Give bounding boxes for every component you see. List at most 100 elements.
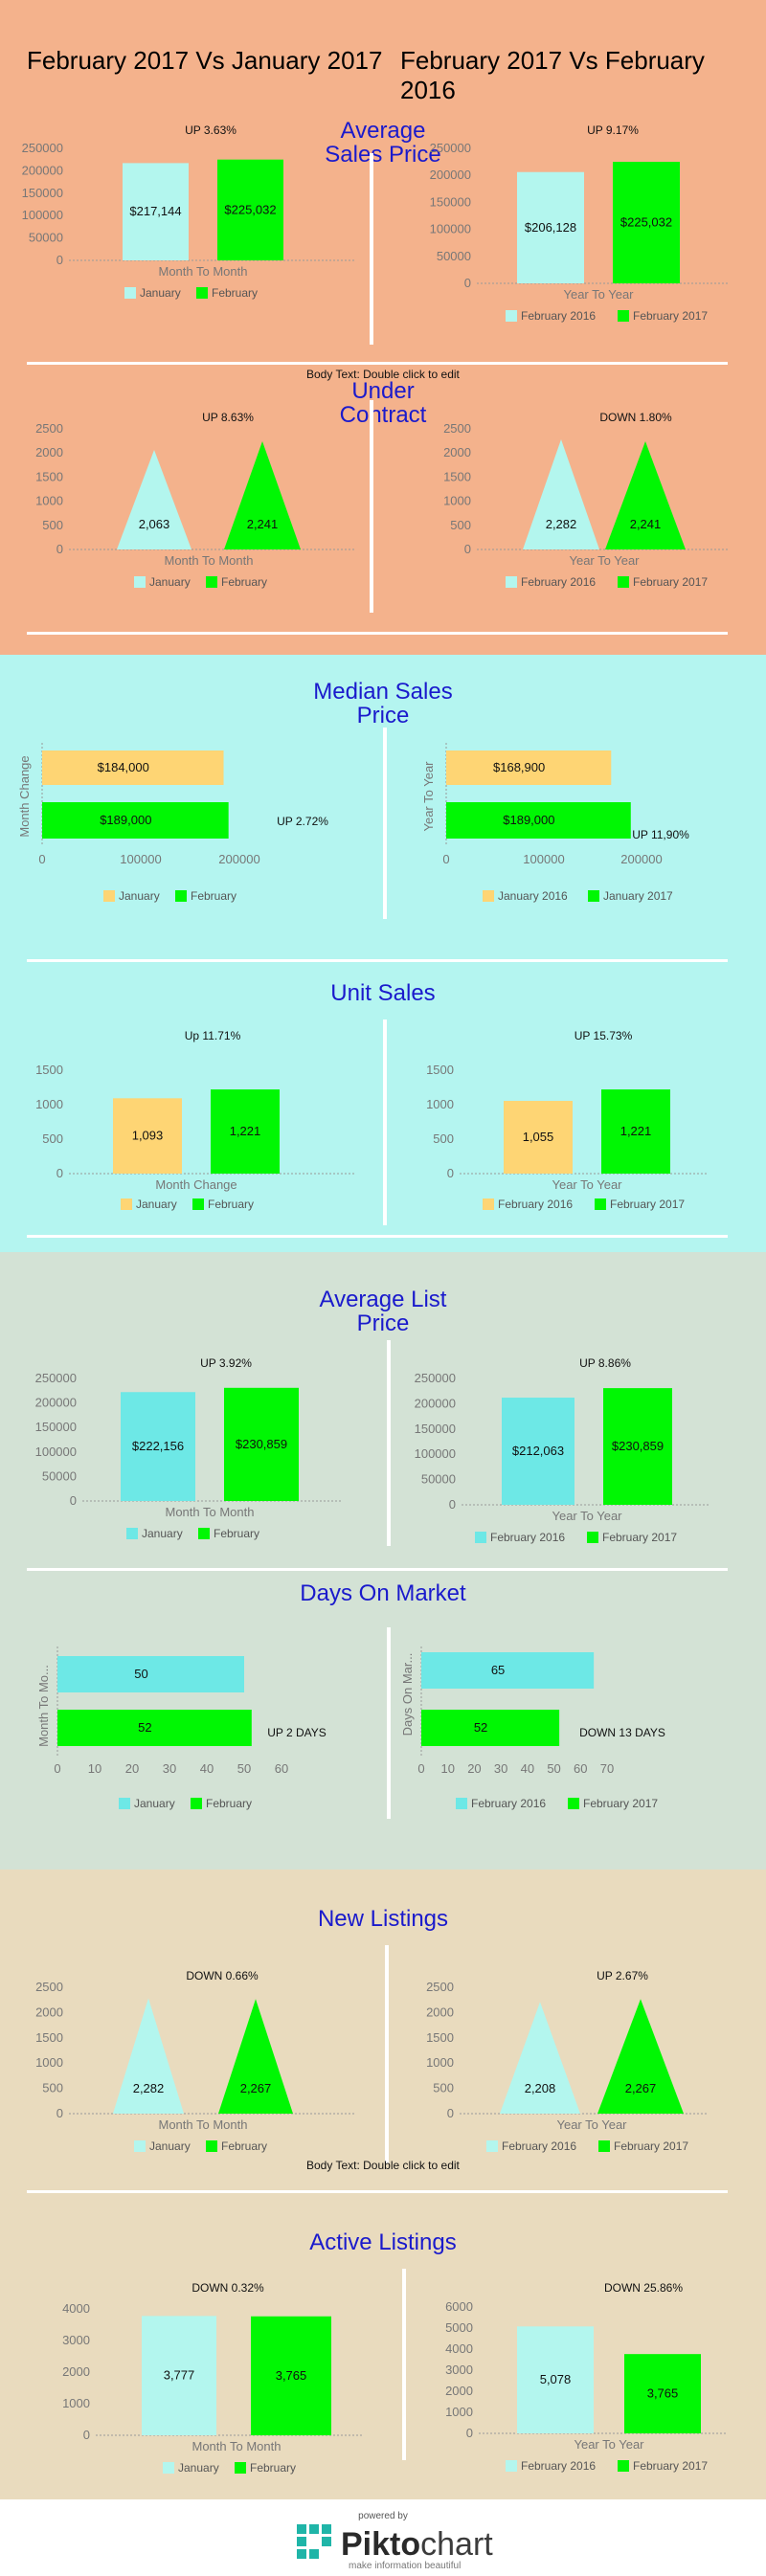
body-text-note[interactable]: Body Text: Double click to edit [306,2159,460,2172]
chart-median-year: 0 100000 200000 $168,900 $189,000 Year To Yea… [421,743,689,903]
divider-horizontal [27,2190,728,2193]
y-tick-label: 0 [56,542,63,556]
divider-vertical [383,728,387,919]
data-label: 50 [134,1667,147,1681]
bar-previous [502,1398,574,1505]
legend-swatch [124,287,136,299]
data-label: $230,859 [236,1437,287,1451]
legend-swatch [483,890,494,902]
legend-label: February 2017 [583,1797,658,1810]
legend-label: February [191,889,237,903]
legend-swatch [206,2140,217,2152]
bar-previous [57,1656,244,1692]
change-annotation: UP 2.67% [597,1969,648,1982]
y-tick-label: 100000 [415,1446,456,1461]
y-tick-label: 500 [433,1131,454,1146]
left-header-title: February 2017 Vs January 2017 [27,46,383,75]
bar-previous [517,2326,594,2433]
y-tick-label: 150000 [35,1420,77,1434]
x-tick-label: 50 [547,1761,560,1776]
footer: powered by Piktochart make information b… [0,2499,766,2576]
y-tick-label: 500 [450,518,471,532]
y-tick-label: 100000 [35,1445,77,1459]
bar-previous [142,2316,216,2435]
x-tick-label: 60 [275,1761,288,1776]
y-tick-label: 0 [466,2426,473,2440]
change-annotation: DOWN 1.80% [599,411,672,424]
legend-swatch [568,1798,579,1809]
legend-label: January [178,2461,219,2475]
legend-swatch [618,310,629,322]
x-tick-label: 200000 [218,852,259,866]
x-tick-label: 20 [467,1761,481,1776]
triangle-previous [117,450,192,549]
bar-current [601,1089,670,1174]
bar-current [224,1387,299,1501]
y-tick-label: 0 [56,253,63,267]
legend-label: January [134,1797,175,1810]
y-tick-label: 0 [464,276,471,290]
piktochart-logo[interactable]: Piktochart make information beautiful [297,2524,493,2571]
legend-label: February [221,2139,267,2153]
y-tick-label: 2000 [426,2005,454,2019]
y-tick-label: 200000 [430,168,471,182]
x-axis-label: Month To Month [159,264,248,279]
y-tick-label: 1500 [443,469,471,483]
change-annotation: UP 15.73% [574,1029,633,1042]
data-label: 2,282 [133,2081,165,2095]
x-axis-label: Month To Month [165,553,254,568]
y-tick-label: 1000 [35,2055,63,2070]
change-annotation: UP 9.17% [587,123,639,137]
y-tick-label: 50000 [42,1468,77,1483]
change-annotation: Up 11.71% [185,1029,241,1042]
y-tick-label: 0 [56,1166,63,1180]
y-tick-label: 500 [42,1131,63,1146]
legend-label: January [136,1198,177,1211]
x-tick-label: 0 [38,852,45,866]
y-tick-label: 100000 [430,222,471,236]
data-label: $189,000 [100,813,151,827]
x-tick-label: 30 [163,1761,176,1776]
legend-label: February 2016 [498,1198,573,1211]
triangle-current [224,441,301,549]
bar-current [446,802,631,839]
divider-vertical [370,153,373,345]
legend-label: January 2016 [498,889,568,903]
section-title-median: Median Sales Price [313,679,453,728]
legend-swatch [456,1798,467,1809]
piktochart-tagline: make information beautiful [349,2561,462,2571]
y-tick-label: 150000 [22,186,63,200]
x-tick-label: 40 [521,1761,534,1776]
divider-horizontal [27,362,728,365]
chart-avg-list-month: 0 50000 100000 150000 200000 250000 $222,156 $2… [35,1356,341,1540]
legend-swatch [598,2140,610,2152]
y-tick-label: 2000 [35,2005,63,2019]
x-tick-label: 10 [88,1761,101,1776]
data-label: 3,765 [276,2368,307,2383]
change-annotation: UP 3.92% [200,1356,252,1370]
legend-swatch [134,2140,146,2152]
legend-swatch [126,1528,138,1539]
y-axis-label: Month To Mo... [36,1665,51,1747]
data-label: 3,765 [647,2386,679,2401]
legend-label: January [149,2139,191,2153]
data-label: $225,032 [620,215,672,230]
data-label: $168,900 [493,760,545,774]
bar-current [42,802,229,839]
y-tick-label: 4000 [62,2301,90,2316]
legend-label: February 2017 [633,2459,708,2473]
x-tick-label: 100000 [120,852,161,866]
y-tick-label: 0 [83,2428,90,2442]
chart-median-month: 0 100000 200000 $184,000 $189,000 Month Chang… [17,743,328,903]
legend-swatch [192,1198,204,1210]
triangle-previous [500,2002,580,2114]
bar-current [217,159,283,260]
bar-current [211,1089,280,1174]
y-tick-label: 1500 [35,2030,63,2045]
chart-active-month: 0 1000 2000 3000 4000 3,777 3,765 Month To Mont… [62,2281,364,2475]
data-label: 1,093 [132,1129,164,1143]
body-text-note[interactable]: Body Text: Double click to edit [306,368,460,381]
divider-vertical [402,2269,406,2460]
change-annotation: UP 8.86% [579,1356,631,1370]
y-tick-label: 250000 [22,141,63,155]
